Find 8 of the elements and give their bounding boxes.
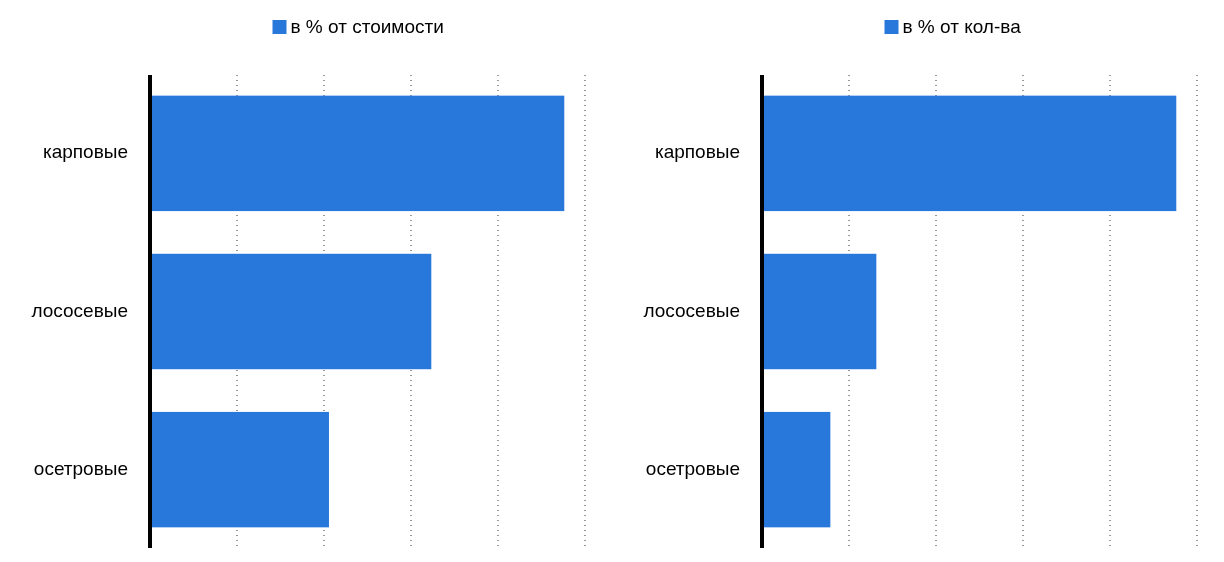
y-tick-label: осетровые	[33, 457, 128, 479]
y-tick-label: лососевые	[31, 299, 128, 321]
y-tick-label: осетровые	[645, 457, 740, 479]
y-tick-label: лососевые	[643, 299, 740, 321]
y-tick-label: карповые	[42, 141, 128, 163]
legend-label: в % от стоимости	[290, 16, 444, 38]
legend-label: в % от кол-ва	[902, 16, 1022, 38]
y-tick-label: карповые	[654, 141, 740, 163]
